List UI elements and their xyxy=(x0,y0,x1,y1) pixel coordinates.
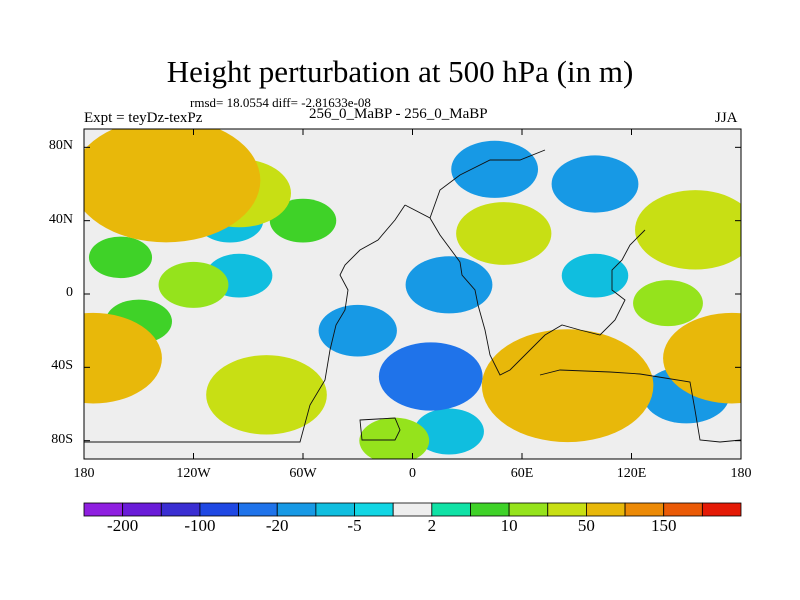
colorbar-label: 150 xyxy=(650,516,677,535)
contour-blob-16 xyxy=(456,202,552,265)
contour-blob-8 xyxy=(414,408,484,455)
y-tick-label: 0 xyxy=(66,285,73,300)
contour-blob-10 xyxy=(318,304,397,357)
season-label: JJA xyxy=(715,110,738,126)
contour-blob-24 xyxy=(84,129,261,243)
contour-blob-6 xyxy=(158,261,229,308)
colorbar-swatch xyxy=(547,502,587,517)
stats-label: rmsd= 18.0554 diff= -2.81633e-08 xyxy=(190,95,371,110)
colorbar-swatch xyxy=(624,502,665,517)
colorbar-swatch xyxy=(315,502,355,517)
africa-asia-coast xyxy=(404,204,646,376)
colorbar-swatch xyxy=(238,502,278,517)
colorbar-label: 2 xyxy=(427,516,437,535)
eurasia-north-coast xyxy=(429,149,546,219)
antarctic-feature xyxy=(359,417,401,441)
contour-blob-1 xyxy=(269,198,337,243)
x-tick-label: 120E xyxy=(616,466,647,481)
colorbar-label: -20 xyxy=(265,516,289,535)
colorbar-swatch xyxy=(701,502,742,517)
x-tick-label: 60E xyxy=(510,466,534,481)
chart-title: Height perturbation at 500 hPa (in m) xyxy=(166,54,634,89)
colorbar-label: -5 xyxy=(347,516,362,535)
continent-outlines xyxy=(84,149,741,443)
contour-blob-22 xyxy=(663,312,741,404)
x-tick-label: 0 xyxy=(409,466,416,481)
y-tick-label: 80S xyxy=(51,431,73,447)
y-tick-label: 40N xyxy=(48,211,73,227)
colorbar-swatch xyxy=(431,502,471,517)
colorbar-swatch xyxy=(508,502,549,517)
axis-ticks xyxy=(83,129,742,459)
contour-blob-21 xyxy=(84,312,162,404)
x-tick-label: 180 xyxy=(730,466,752,481)
colorbar-swatch xyxy=(392,502,433,517)
australia-coast xyxy=(539,369,741,443)
contour-blob-11 xyxy=(451,140,539,198)
colorbar-swatch xyxy=(663,502,703,517)
x-tick-label: 60W xyxy=(289,466,317,481)
experiment-label: Expt = teyDz-texPz xyxy=(84,110,203,126)
colorbar-swatch xyxy=(83,502,124,517)
colorbar-swatch xyxy=(276,502,317,517)
colorbar-swatch xyxy=(199,502,239,517)
contour-blob-20 xyxy=(206,355,327,435)
colorbar-label: 50 xyxy=(577,516,595,535)
colorbar-label: 10 xyxy=(500,516,518,535)
x-tick-label: 120W xyxy=(176,466,211,481)
americas-coast xyxy=(84,204,406,443)
contour-blob-19 xyxy=(635,190,741,270)
colorbar-swatch xyxy=(586,502,626,517)
colorbar-label: -100 xyxy=(184,516,216,535)
case-label: 256_0_MaBP - 256_0_MaBP xyxy=(309,106,488,122)
colorbar-swatch xyxy=(354,502,394,517)
contour-blob-12 xyxy=(551,155,639,213)
contour-blob-7 xyxy=(633,280,703,327)
colorbar xyxy=(83,502,742,517)
contour-blob-3 xyxy=(561,253,629,298)
colorbar-swatch xyxy=(470,502,510,517)
colorbar-label: -200 xyxy=(107,516,139,535)
colorbar-swatch xyxy=(160,502,201,517)
contour-blob-9 xyxy=(359,417,430,459)
contour-blob-18 xyxy=(378,342,483,411)
y-tick-label: 40S xyxy=(51,358,73,374)
colorbar-swatch xyxy=(122,502,162,517)
contour-blob-23 xyxy=(481,329,654,443)
y-tick-label: 80N xyxy=(48,138,73,154)
contour-blob-13 xyxy=(405,256,493,314)
contour-blob-0 xyxy=(88,236,153,279)
x-tick-label: 180 xyxy=(73,466,95,481)
